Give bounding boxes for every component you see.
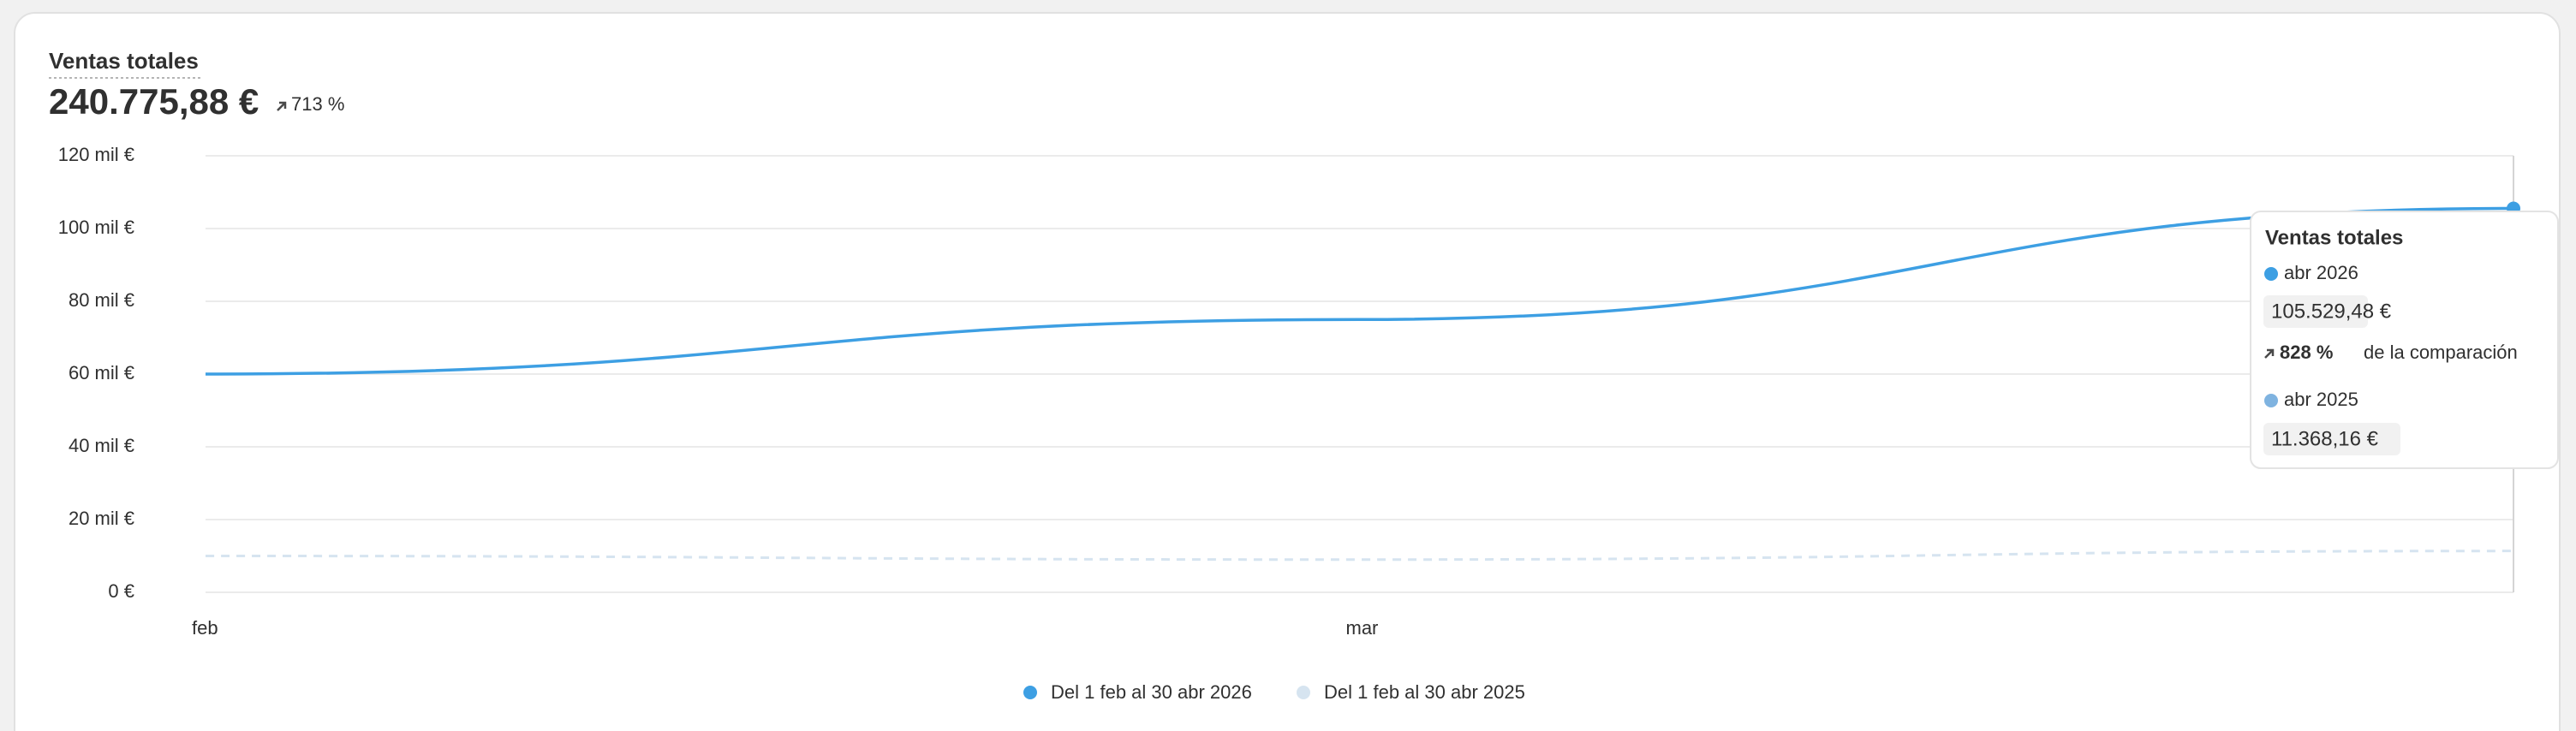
y-tick-label: 40 mil € [69,435,134,456]
up-arrow-icon [2264,348,2275,359]
tooltip-box [2250,211,2559,469]
card [14,12,2561,731]
tooltip-dot [2264,394,2278,407]
value-pill [2263,295,2368,328]
series-line [205,206,2514,376]
tooltip-change-text: de la comparación [2364,342,2518,363]
card-title[interactable]: Ventas totales [49,48,199,74]
legend-dot [1297,686,1310,699]
tooltip-change: 828 % [2280,342,2333,363]
x-tick-label: feb [192,617,218,639]
total-value: 240.775,88 € [49,81,259,122]
y-tick-label: 80 mil € [69,289,134,311]
tooltip-value: 11.368,16 € [2271,427,2379,450]
legend-label: Del 1 feb al 30 abr 2026 [1051,681,1252,703]
y-tick-label: 0 € [108,580,134,602]
y-tick-label: 100 mil € [58,217,134,238]
tooltip-period: abr 2025 [2284,389,2358,410]
up-arrow-icon [277,101,287,111]
legend-label: Del 1 feb al 30 abr 2025 [1324,681,1525,703]
y-tick-label: 120 mil € [58,144,134,165]
y-tick-label: 20 mil € [69,508,134,529]
tooltip-value: 105.529,48 € [2271,300,2392,323]
tooltip-title: Ventas totales [2265,226,2403,249]
x-tick-label: mar [1346,617,1379,639]
tooltip: Ventas totales abr 2026 105.529,48 € 828… [2250,211,2559,469]
total-change: 713 % [291,93,344,115]
series-line [205,550,2514,562]
legend-dot [1023,686,1037,699]
value-pill [2263,423,2400,455]
tooltip-period: abr 2026 [2284,262,2358,283]
y-tick-label: 60 mil € [69,362,134,383]
tooltip-dot [2264,267,2278,281]
